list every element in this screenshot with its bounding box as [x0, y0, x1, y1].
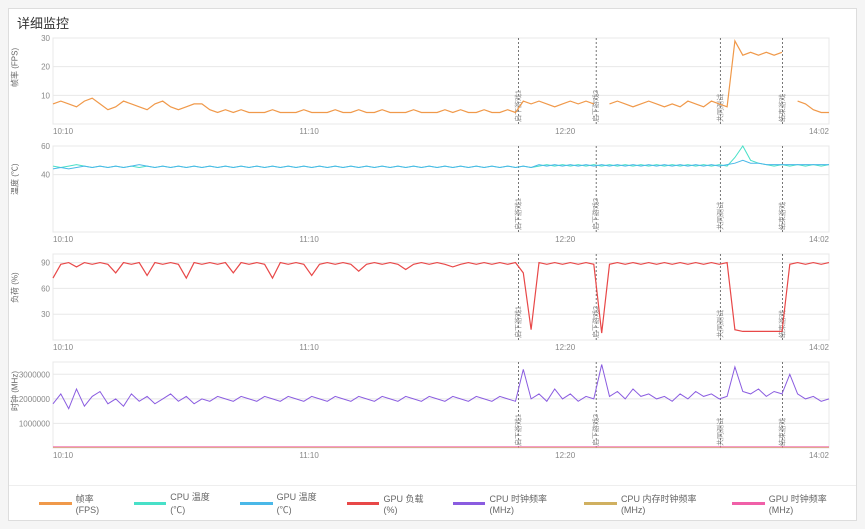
- svg-text:90: 90: [41, 259, 50, 268]
- legend-label: CPU 温度 (℃): [170, 490, 222, 516]
- legend-swatch: [39, 502, 72, 505]
- svg-text:启下游戏2: 启下游戏2: [591, 198, 600, 230]
- monitoring-panel: 详细监控 帧率 (FPS) 10 20 30 10:10 11:10 12:20 14:02 启…: [8, 8, 857, 521]
- legend-label: GPU 时钟频率 (MHz): [769, 492, 846, 515]
- svg-text:14:02: 14:02: [809, 343, 830, 352]
- legend-swatch: [134, 502, 167, 505]
- series-fps: [53, 41, 829, 113]
- chart-svg-clock: 1000000 2000000 3000000 10:10 11:10 12:20 14:0…: [17, 358, 837, 464]
- svg-text:共同测试: 共同测试: [715, 310, 724, 338]
- svg-text:结束游戏: 结束游戏: [777, 202, 786, 230]
- series-gpu_load: [53, 263, 829, 334]
- chart-fps: 帧率 (FPS)10203010:1011:1012:2014:02启下游戏1启…: [17, 34, 848, 140]
- chart-svg-temp: 40 60 10:10 11:10 12:20 14:02 启下游戏1 启下游戏2 共同测试 结束…: [17, 142, 837, 248]
- legend-label: CPU 时钟频率 (MHz): [489, 492, 566, 515]
- charts-area: 帧率 (FPS)10203010:1011:1012:2014:02启下游戏1启…: [9, 34, 856, 464]
- svg-text:30: 30: [41, 34, 50, 43]
- svg-text:14:02: 14:02: [809, 127, 830, 136]
- svg-text:结束游戏: 结束游戏: [777, 310, 786, 338]
- svg-text:1000000: 1000000: [19, 419, 51, 428]
- chart-clock: 时钟 (MHz)10000002000000300000010:1011:101…: [17, 358, 848, 464]
- series-cpu_temp: [53, 146, 829, 168]
- svg-text:结束游戏: 结束游戏: [777, 94, 786, 122]
- svg-text:共同测试: 共同测试: [715, 202, 724, 230]
- legend: 帧率 (FPS) CPU 温度 (℃) GPU 温度 (℃) GPU 负载 (%) CP…: [9, 485, 856, 520]
- svg-text:10: 10: [41, 91, 50, 100]
- svg-text:10:10: 10:10: [53, 343, 74, 352]
- svg-text:启下游戏1: 启下游戏1: [514, 90, 523, 122]
- svg-text:3000000: 3000000: [19, 370, 51, 379]
- svg-text:共同测试: 共同测试: [715, 418, 724, 446]
- legend-swatch: [240, 502, 273, 505]
- series-gpu_temp: [53, 160, 829, 169]
- svg-text:12:20: 12:20: [555, 343, 576, 352]
- svg-text:14:02: 14:02: [809, 451, 830, 460]
- svg-text:11:10: 11:10: [299, 235, 319, 244]
- legend-swatch: [347, 502, 380, 505]
- svg-text:共同测试: 共同测试: [715, 94, 724, 122]
- svg-text:11:10: 11:10: [299, 343, 319, 352]
- legend-item-cpu_clock[interactable]: CPU 时钟频率 (MHz): [453, 490, 566, 516]
- svg-text:12:20: 12:20: [555, 451, 576, 460]
- svg-text:启下游戏1: 启下游戏1: [514, 198, 523, 230]
- svg-text:60: 60: [41, 284, 50, 293]
- svg-text:60: 60: [41, 142, 50, 151]
- series-cpu_clock: [53, 365, 829, 409]
- svg-text:启下游戏1: 启下游戏1: [514, 306, 523, 338]
- legend-item-mem_clock[interactable]: CPU 内存时钟频率 (MHz): [584, 490, 714, 516]
- svg-text:启下游戏2: 启下游戏2: [591, 414, 600, 446]
- legend-item-cpu_temp[interactable]: CPU 温度 (℃): [134, 490, 222, 516]
- svg-text:10:10: 10:10: [53, 127, 74, 136]
- svg-text:30: 30: [41, 310, 50, 319]
- svg-text:14:02: 14:02: [809, 235, 830, 244]
- svg-text:10:10: 10:10: [53, 235, 74, 244]
- svg-text:40: 40: [41, 171, 50, 180]
- svg-text:10:10: 10:10: [53, 451, 74, 460]
- legend-label: GPU 负载 (%): [383, 492, 434, 515]
- panel-title: 详细监控: [9, 9, 856, 34]
- legend-item-gpu_clock[interactable]: GPU 时钟频率 (MHz): [732, 490, 846, 516]
- svg-text:12:20: 12:20: [555, 127, 576, 136]
- legend-item-gpu_temp[interactable]: GPU 温度 (℃): [240, 490, 329, 516]
- legend-swatch: [732, 502, 765, 505]
- chart-svg-load: 30609010:1011:1012:2014:02启下游戏1启下游戏2共同测试…: [17, 250, 837, 356]
- legend-label: GPU 温度 (℃): [277, 490, 329, 516]
- svg-text:2000000: 2000000: [19, 395, 51, 404]
- legend-label: CPU 内存时钟频率 (MHz): [621, 492, 714, 515]
- svg-text:20: 20: [41, 63, 50, 72]
- legend-item-gpu_load[interactable]: GPU 负载 (%): [347, 490, 435, 516]
- svg-text:结束游戏: 结束游戏: [777, 418, 786, 446]
- svg-text:启下游戏2: 启下游戏2: [591, 90, 600, 122]
- legend-item-fps[interactable]: 帧率 (FPS): [39, 490, 116, 516]
- legend-swatch: [453, 502, 486, 505]
- legend-swatch: [584, 502, 617, 505]
- chart-svg-fps: 10 20 30 10:10 11:10 12:20 14:02 启下游戏1 启下游戏2 共同测试…: [17, 34, 837, 140]
- svg-text:12:20: 12:20: [555, 235, 576, 244]
- svg-text:11:10: 11:10: [299, 451, 319, 460]
- svg-text:启下游戏1: 启下游戏1: [514, 414, 523, 446]
- legend-label: 帧率 (FPS): [76, 492, 116, 515]
- chart-temp: 温度 (℃)406010:1011:1012:2014:02启下游戏1启下游戏2…: [17, 142, 848, 248]
- chart-load: 负荷 (%)30609010:1011:1012:2014:02启下游戏1启下游…: [17, 250, 848, 356]
- svg-text:11:10: 11:10: [299, 127, 319, 136]
